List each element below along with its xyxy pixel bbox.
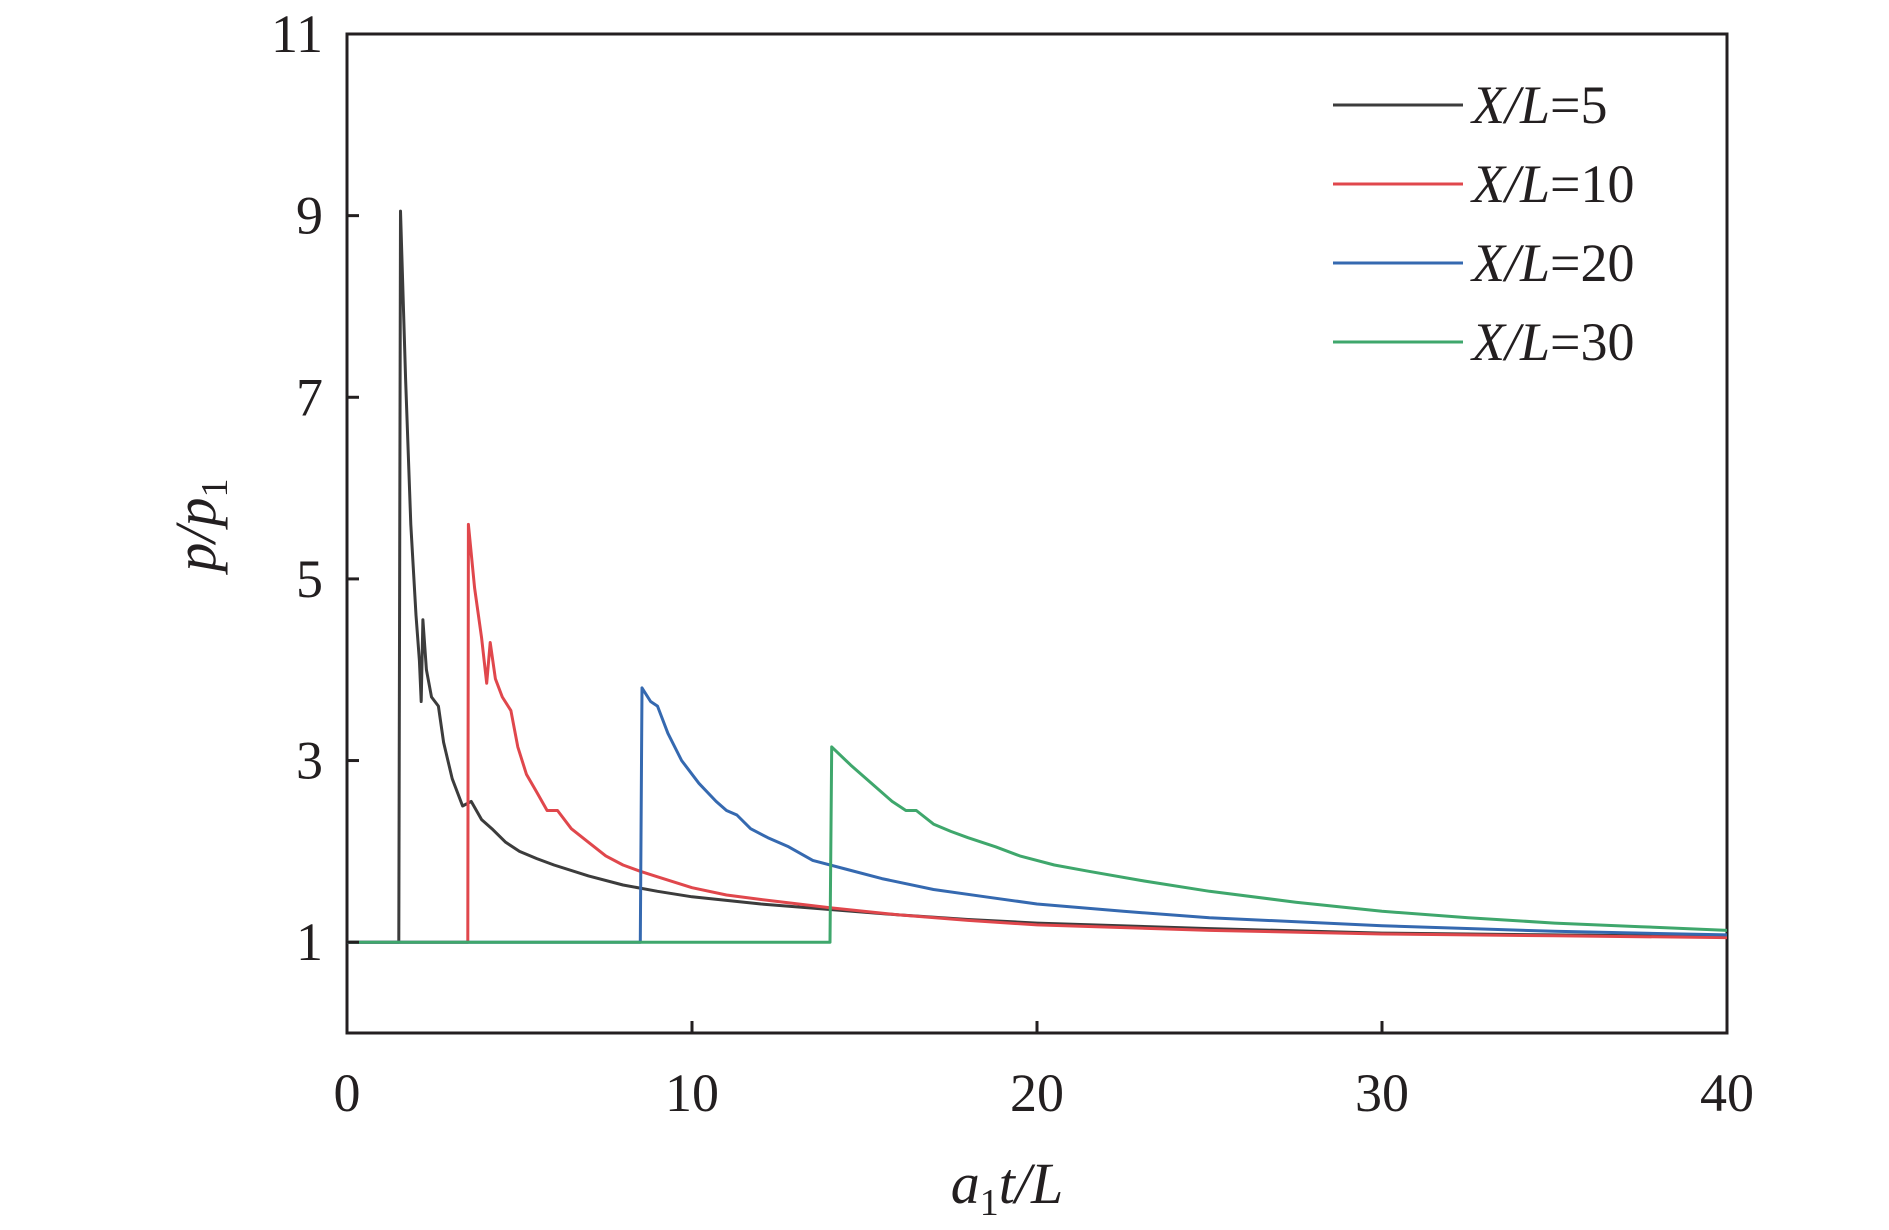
legend-label-1: X/L=10 [1470, 154, 1635, 214]
x-tick-label: 10 [665, 1063, 719, 1123]
y-axis: 1 3 5 7 9 11 [271, 4, 359, 972]
y-tick-label: 5 [296, 549, 323, 609]
y-tick-label: 1 [296, 912, 323, 972]
y-tick-label: 3 [296, 731, 323, 791]
x-tick-label: 30 [1355, 1063, 1409, 1123]
x-axis: 0 10 20 30 40 [334, 1021, 1754, 1123]
legend: X/L=5 X/L=10 X/L=20 X/L=30 [1333, 75, 1635, 372]
x-axis-label: a1t/L [951, 1151, 1064, 1224]
y-tick-label: 11 [271, 4, 323, 64]
legend-label-3: X/L=30 [1470, 312, 1635, 372]
y-axis-label: p/p1 [163, 478, 236, 575]
series-layer [347, 209, 1728, 944]
legend-label-0: X/L=5 [1470, 75, 1608, 135]
legend-label-2: X/L=20 [1470, 233, 1635, 293]
series-line-3 [347, 745, 1728, 944]
x-tick-label: 20 [1010, 1063, 1064, 1123]
y-tick-label: 9 [296, 186, 323, 246]
y-tick-label: 7 [296, 367, 323, 427]
x-tick-label: 40 [1700, 1063, 1754, 1123]
series-line-1 [347, 522, 1728, 944]
x-tick-label: 0 [334, 1063, 361, 1123]
series-line-2 [347, 686, 1728, 944]
